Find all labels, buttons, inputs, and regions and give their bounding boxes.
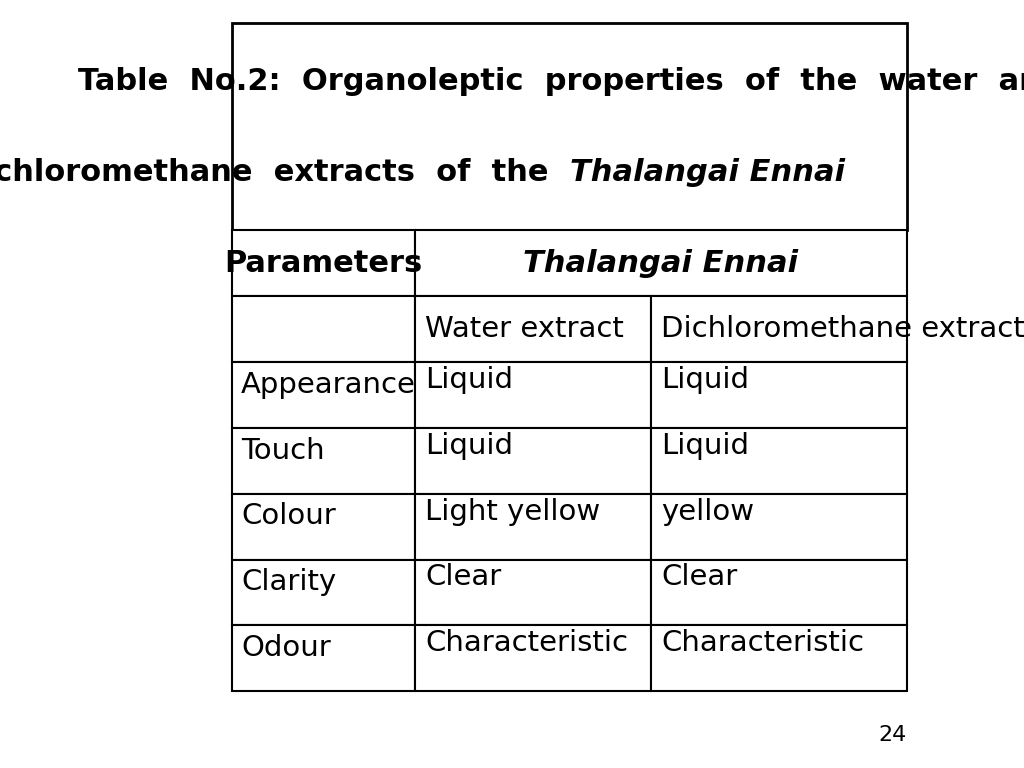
Text: dichloromethane  extracts  of  the: dichloromethane extracts of the bbox=[0, 158, 569, 187]
Text: Dichloromethane extract: Dichloromethane extract bbox=[662, 315, 1024, 343]
FancyBboxPatch shape bbox=[415, 362, 650, 428]
FancyBboxPatch shape bbox=[232, 625, 415, 691]
FancyBboxPatch shape bbox=[232, 362, 415, 428]
Text: Clear: Clear bbox=[425, 564, 502, 591]
FancyBboxPatch shape bbox=[415, 494, 650, 560]
Text: Light yellow: Light yellow bbox=[425, 498, 601, 525]
FancyBboxPatch shape bbox=[650, 560, 907, 625]
Text: yellow: yellow bbox=[662, 498, 755, 525]
Text: Appearance: Appearance bbox=[241, 371, 416, 399]
Text: Thalangai Ennai: Thalangai Ennai bbox=[569, 158, 845, 187]
Text: Liquid: Liquid bbox=[425, 366, 513, 394]
FancyBboxPatch shape bbox=[232, 296, 415, 362]
FancyBboxPatch shape bbox=[650, 296, 907, 362]
Text: Water extract: Water extract bbox=[425, 315, 625, 343]
Text: Clarity: Clarity bbox=[241, 568, 336, 596]
FancyBboxPatch shape bbox=[415, 428, 650, 494]
FancyBboxPatch shape bbox=[650, 494, 907, 560]
Text: Odour: Odour bbox=[241, 634, 331, 662]
Text: Table  No.2:  Organoleptic  properties  of  the  water  and: Table No.2: Organoleptic properties of t… bbox=[78, 67, 1024, 95]
FancyBboxPatch shape bbox=[415, 296, 650, 362]
Text: Liquid: Liquid bbox=[425, 432, 513, 460]
Text: Parameters: Parameters bbox=[224, 249, 423, 278]
Text: Liquid: Liquid bbox=[662, 432, 750, 460]
Text: Characteristic: Characteristic bbox=[425, 629, 629, 657]
Text: 24: 24 bbox=[879, 725, 907, 745]
FancyBboxPatch shape bbox=[232, 560, 415, 625]
Text: Colour: Colour bbox=[241, 502, 336, 531]
FancyBboxPatch shape bbox=[232, 494, 415, 560]
FancyBboxPatch shape bbox=[650, 625, 907, 691]
Text: Touch: Touch bbox=[241, 437, 325, 465]
Text: Characteristic: Characteristic bbox=[662, 629, 864, 657]
Text: Clear: Clear bbox=[662, 564, 737, 591]
FancyBboxPatch shape bbox=[415, 230, 907, 296]
Text: Thalangai Ennai: Thalangai Ennai bbox=[523, 249, 799, 278]
FancyBboxPatch shape bbox=[415, 560, 650, 625]
FancyBboxPatch shape bbox=[650, 428, 907, 494]
FancyBboxPatch shape bbox=[232, 428, 415, 494]
Text: Liquid: Liquid bbox=[662, 366, 750, 394]
FancyBboxPatch shape bbox=[232, 230, 415, 296]
FancyBboxPatch shape bbox=[415, 625, 650, 691]
FancyBboxPatch shape bbox=[650, 362, 907, 428]
FancyBboxPatch shape bbox=[232, 23, 907, 230]
